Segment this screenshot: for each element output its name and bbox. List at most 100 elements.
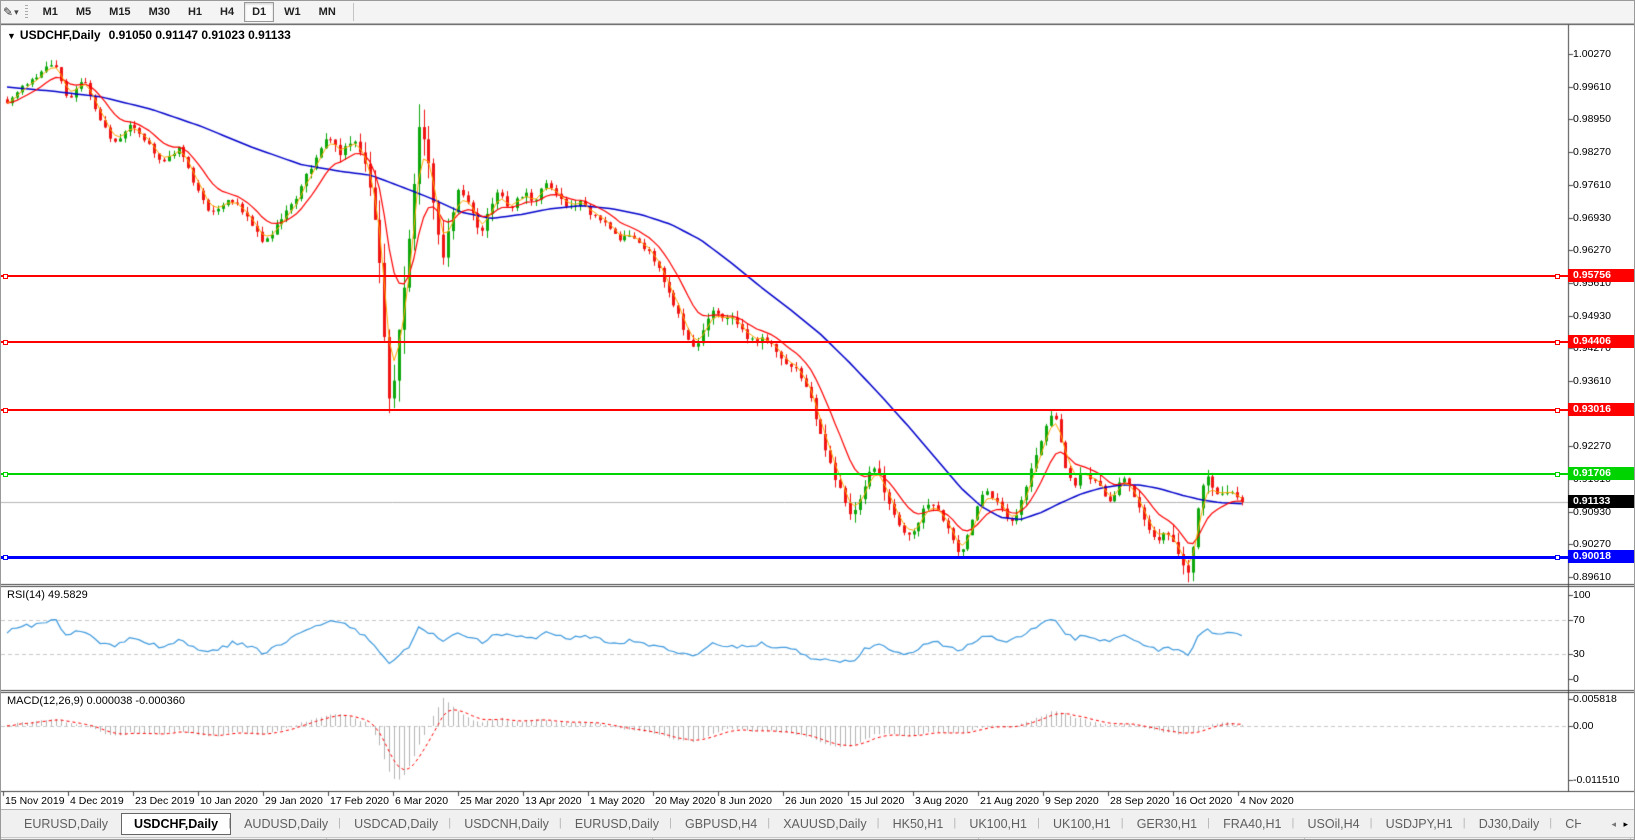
toolbar-drag-handle[interactable] xyxy=(24,4,28,20)
price-axis-label: 0.96270 xyxy=(1573,244,1611,257)
date-axis-label: 4 Nov 2020 xyxy=(1240,795,1294,807)
date-axis-label: 15 Nov 2019 xyxy=(5,795,65,807)
level-price-badge: 0.95756 xyxy=(1568,269,1634,282)
level-line-handle[interactable] xyxy=(3,274,8,279)
level-line-handle[interactable] xyxy=(1555,408,1560,413)
date-axis-label: 29 Jan 2020 xyxy=(265,795,323,807)
date-axis-label: 15 Jul 2020 xyxy=(850,795,905,807)
timeframe-toolbar: ✎ ▾ M1 M5 M15 M30 H1 H4 D1 W1 MN xyxy=(1,1,1634,24)
price-axis-label: 0.99610 xyxy=(1573,80,1611,93)
chart-tab[interactable]: USDCNH,Daily xyxy=(448,813,562,835)
timeframe-button[interactable]: M15 xyxy=(101,2,138,22)
date-axis-label: 8 Jun 2020 xyxy=(720,795,772,807)
price-axis-label: 0.94930 xyxy=(1573,310,1611,322)
rsi-axis-label: 30 xyxy=(1573,647,1585,660)
date-axis-label: 17 Feb 2020 xyxy=(330,795,389,807)
price-axis-label: 0.93610 xyxy=(1573,374,1611,387)
level-line-handle[interactable] xyxy=(3,555,8,560)
date-axis-label: 1 May 2020 xyxy=(590,795,645,807)
chart-tab[interactable]: DJ30,Daily xyxy=(1463,813,1552,835)
chart-tab[interactable]: CHINA300,H1 xyxy=(1549,813,1581,835)
chart-tab[interactable]: AUDUSD,Daily xyxy=(228,813,341,835)
horizontal-level-line[interactable] xyxy=(1,473,1568,475)
chart-tab[interactable]: XAUUSD,Daily xyxy=(767,813,879,835)
timeframe-button[interactable]: MN xyxy=(311,2,344,22)
rsi-axis-label: 0 xyxy=(1573,673,1579,685)
macd-axis-label: 0.005818 xyxy=(1573,692,1617,705)
date-axis-label: 13 Apr 2020 xyxy=(525,795,582,807)
chart-tabs-bar: EURUSD,DailyUSDCHF,DailyAUDUSD,DailyUSDC… xyxy=(1,809,1634,837)
level-line-handle[interactable] xyxy=(3,472,8,477)
level-line-handle[interactable] xyxy=(3,408,8,413)
price-axis-label: 0.90270 xyxy=(1573,538,1611,551)
chart-title: ▼ USDCHF,Daily 0.91050 0.91147 0.91023 0.9… xyxy=(7,28,291,42)
price-axis-label: 0.97610 xyxy=(1573,178,1611,191)
chart-tab[interactable]: FRA40,H1 xyxy=(1207,813,1294,835)
timeframe-button[interactable]: M30 xyxy=(141,2,178,22)
level-line-handle[interactable] xyxy=(1555,274,1560,279)
chart-tab[interactable]: USOil,H4 xyxy=(1291,813,1373,835)
dropdown-arrow-icon[interactable]: ▾ xyxy=(14,6,19,17)
price-axis-label: 0.92270 xyxy=(1573,440,1611,453)
timeframe-button[interactable]: M5 xyxy=(68,2,99,22)
macd-axis-label: -0.011510 xyxy=(1573,774,1620,787)
chart-tab[interactable]: USDCHF,Daily xyxy=(121,812,232,835)
macd-label: MACD(12,26,9) 0.000038 -0.000360 xyxy=(7,695,185,707)
price-axis-label: 0.98270 xyxy=(1573,146,1611,159)
level-price-badge: 0.91706 xyxy=(1568,467,1634,480)
price-axis-label: 0.89610 xyxy=(1573,570,1611,583)
horizontal-level-line[interactable] xyxy=(1,341,1568,343)
horizontal-level-line[interactable] xyxy=(1,409,1568,411)
chart-tab[interactable]: GBPUSD,H4 xyxy=(669,813,770,835)
status-bar xyxy=(1,837,1634,839)
chart-tab[interactable]: USDCAD,Daily xyxy=(338,813,451,835)
collapse-arrow-icon[interactable]: ▼ xyxy=(7,31,16,41)
level-price-badge: 0.90018 xyxy=(1568,550,1634,563)
timeframe-button[interactable]: M1 xyxy=(35,2,66,22)
macd-axis-label: 0.00 xyxy=(1573,720,1594,732)
chart-tab[interactable]: HK50,H1 xyxy=(877,813,957,835)
rsi-label: RSI(14) 49.5829 xyxy=(7,589,88,601)
date-axis-label: 23 Dec 2019 xyxy=(135,795,195,807)
level-line-handle[interactable] xyxy=(1555,340,1560,345)
chart-tab[interactable]: UK100,H1 xyxy=(1037,813,1124,835)
date-axis-label: 16 Oct 2020 xyxy=(1175,795,1233,807)
timeframe-button[interactable]: W1 xyxy=(276,2,309,22)
date-axis-label: 26 Jun 2020 xyxy=(785,795,843,807)
chart-tab[interactable]: GER30,H1 xyxy=(1121,813,1210,835)
level-price-badge: 0.94406 xyxy=(1568,335,1634,348)
date-axis-label: 4 Dec 2019 xyxy=(70,795,124,807)
toolbar-separator xyxy=(352,3,354,21)
horizontal-level-line[interactable] xyxy=(1,556,1568,559)
rsi-axis-label: 100 xyxy=(1573,589,1591,601)
timeframe-button[interactable]: H1 xyxy=(180,2,210,22)
date-axis-label: 10 Jan 2020 xyxy=(200,795,258,807)
level-price-badge: 0.93016 xyxy=(1568,403,1634,416)
chart-tab[interactable]: EURUSD,Daily xyxy=(559,813,672,835)
rsi-axis-label: 70 xyxy=(1573,614,1585,627)
current-price-badge: 0.91133 xyxy=(1568,495,1634,508)
draw-tool-icon[interactable]: ✎ xyxy=(3,5,14,19)
level-line-handle[interactable] xyxy=(3,340,8,345)
tabs-scroll-right-icon[interactable]: ▸ xyxy=(1623,819,1628,829)
symbol-label: USDCHF,Daily xyxy=(19,28,101,42)
level-line-handle[interactable] xyxy=(1555,472,1560,477)
date-axis-label: 3 Aug 2020 xyxy=(915,795,969,807)
chart-tab[interactable]: EURUSD,Daily xyxy=(24,816,109,831)
chart-tab[interactable]: UK100,H1 xyxy=(953,813,1040,835)
ohlc-values: 0.91050 0.91147 0.91023 0.91133 xyxy=(108,28,291,42)
price-axis-label: 0.96930 xyxy=(1573,211,1611,224)
date-axis-label: 9 Sep 2020 xyxy=(1045,795,1099,807)
timeframe-button[interactable]: H4 xyxy=(212,2,242,22)
level-line-handle[interactable] xyxy=(1555,555,1560,560)
date-axis-label: 20 May 2020 xyxy=(655,795,716,807)
date-axis-label: 28 Sep 2020 xyxy=(1110,795,1170,807)
date-axis-label: 21 Aug 2020 xyxy=(980,795,1039,807)
horizontal-level-line[interactable] xyxy=(1,275,1568,277)
tabs-scroll-left-icon[interactable]: ◂ xyxy=(1611,819,1616,829)
date-axis-label: 6 Mar 2020 xyxy=(395,795,449,807)
chart-tab[interactable]: USDJPY,H1 xyxy=(1370,813,1466,835)
price-axis-label: 1.00270 xyxy=(1573,48,1611,61)
timeframe-button[interactable]: D1 xyxy=(244,2,275,22)
